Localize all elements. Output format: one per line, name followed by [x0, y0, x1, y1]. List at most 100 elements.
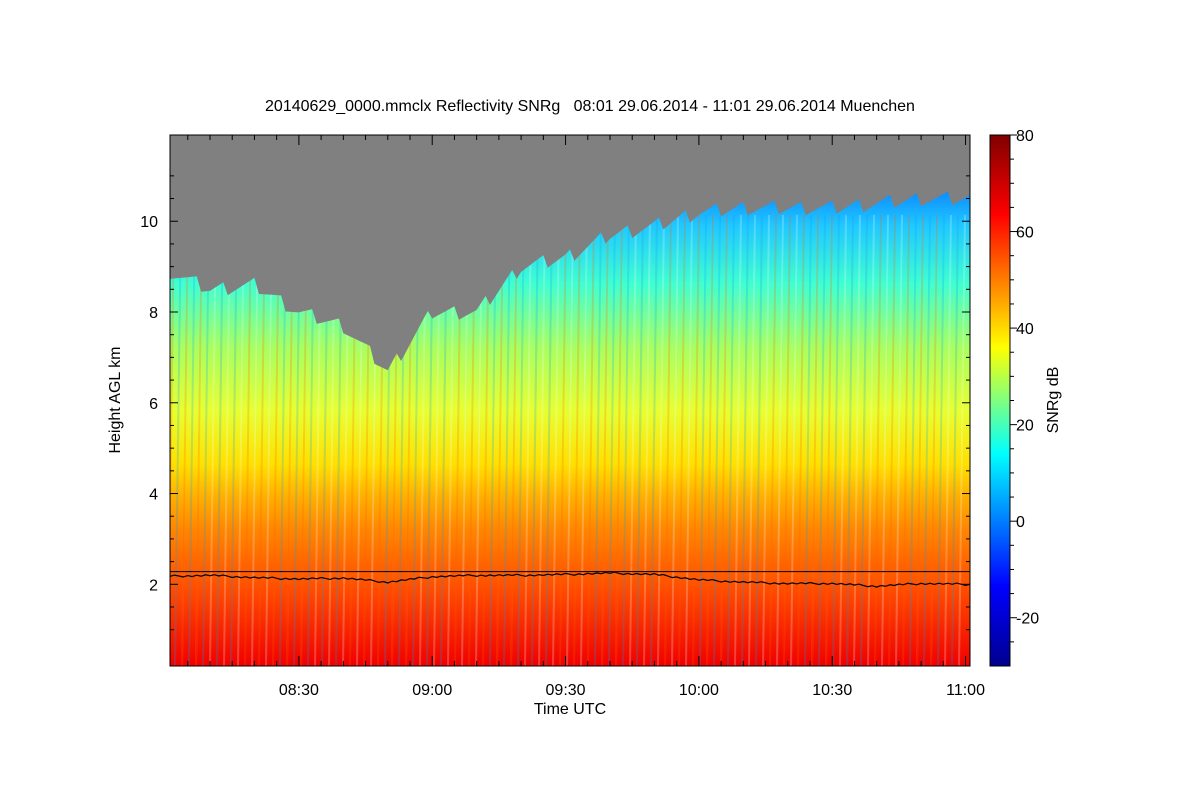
- texture-streak: [678, 214, 686, 666]
- texture-streak: [517, 214, 525, 666]
- texture-streak: [209, 214, 217, 666]
- texture-streak: [853, 214, 861, 666]
- x-tick-label: 10:00: [679, 682, 719, 699]
- texture-streak: [244, 214, 252, 666]
- texture-streak: [741, 214, 749, 666]
- colorbar: [989, 134, 1011, 667]
- texture-streak: [748, 214, 756, 666]
- texture-streak: [937, 214, 945, 666]
- texture-streak: [930, 214, 938, 666]
- texture-streak: [566, 214, 574, 666]
- texture-streak: [510, 214, 518, 666]
- texture-streak: [643, 214, 651, 666]
- texture-streak: [867, 214, 875, 666]
- texture-streak: [538, 214, 546, 666]
- texture-streak: [769, 214, 777, 666]
- chart-title: 20140629_0000.mmclx Reflectivity SNRg 08…: [265, 98, 915, 115]
- texture-streak: [706, 214, 714, 666]
- texture-streak: [545, 214, 553, 666]
- colorbar-tick-label: 80: [1016, 128, 1034, 145]
- texture-streak: [916, 214, 924, 666]
- y-axis-title: Height AGL km: [107, 346, 124, 453]
- texture-streak: [188, 214, 196, 666]
- texture-streak: [237, 214, 245, 666]
- texture-streak: [181, 214, 189, 666]
- colorbar-ticks: -20 0 20 40 60 80: [1010, 128, 1039, 643]
- x-tick-label: 10:30: [812, 682, 852, 699]
- texture-streak: [720, 214, 728, 666]
- texture-streak: [839, 214, 847, 666]
- x-tick-label: 09:00: [412, 682, 452, 699]
- texture-streak: [580, 214, 588, 666]
- texture-streak: [496, 214, 504, 666]
- texture-streak: [951, 214, 959, 666]
- texture-streak: [874, 214, 882, 666]
- texture-streak: [587, 214, 595, 666]
- texture-streak: [790, 214, 798, 666]
- texture-streak: [860, 214, 868, 666]
- texture-streak: [811, 214, 819, 666]
- x-tick-label: 09:30: [546, 682, 586, 699]
- texture-streak: [951, 214, 959, 666]
- colorbar-title: SNRg dB: [1045, 367, 1062, 434]
- x-tick-label: 11:00: [946, 682, 985, 699]
- texture-streak: [650, 214, 658, 666]
- texture-streak: [503, 214, 511, 666]
- texture-streak: [895, 214, 903, 666]
- y-tick-label: 6: [149, 396, 158, 413]
- texture-streak: [174, 214, 182, 666]
- texture-streak: [580, 214, 588, 666]
- texture-streak: [496, 214, 504, 666]
- no-signal-region: [170, 135, 970, 371]
- texture-streak: [216, 214, 224, 666]
- y-tick-label: 8: [149, 305, 158, 322]
- texture-streak: [650, 214, 658, 666]
- texture-streak: [664, 214, 672, 666]
- texture-streak: [958, 214, 966, 666]
- texture-streak: [608, 214, 616, 666]
- y-axis: 2 4 6 8 10: [140, 175, 970, 631]
- texture-streak: [776, 214, 784, 666]
- texture-streak: [825, 214, 833, 666]
- texture-streak: [685, 214, 693, 666]
- texture-streak: [615, 214, 623, 666]
- texture-streak: [230, 214, 238, 666]
- texture-streak: [755, 214, 763, 666]
- texture-streak: [671, 214, 679, 666]
- texture-streak: [804, 214, 812, 666]
- texture-streak: [636, 214, 644, 666]
- texture-streak: [797, 214, 805, 666]
- texture-streak: [251, 214, 259, 666]
- texture-streak: [692, 214, 700, 666]
- colorbar-tick-label: 40: [1016, 321, 1034, 338]
- texture-streak: [895, 214, 903, 666]
- texture-streak: [881, 214, 889, 666]
- texture-streak: [552, 214, 560, 666]
- x-axis-title: Time UTC: [534, 701, 606, 718]
- y-tick-label: 10: [140, 214, 158, 231]
- texture-streak: [161, 215, 167, 666]
- x-axis: 08:30 09:00 09:30 10:00 10:30 11:00: [187, 135, 985, 699]
- texture-streak: [629, 214, 637, 666]
- texture-streak: [713, 214, 721, 666]
- texture-streak: [594, 214, 602, 666]
- texture-streak: [881, 214, 889, 666]
- texture-streak: [685, 214, 693, 666]
- texture-streak: [216, 214, 224, 666]
- texture-streak: [601, 214, 609, 666]
- texture-streak: [706, 214, 714, 666]
- texture-streak: [734, 214, 742, 666]
- texture-streak: [601, 214, 609, 666]
- texture-streak: [181, 214, 189, 666]
- texture-streak: [811, 214, 819, 666]
- texture-streak: [657, 214, 665, 666]
- texture-streak: [559, 214, 567, 666]
- texture-streak: [699, 214, 707, 666]
- texture-streak: [545, 214, 553, 666]
- texture-streak: [671, 214, 679, 666]
- colorbar-tick-label: 0: [1016, 514, 1025, 531]
- texture-streak: [636, 214, 644, 666]
- texture-streak: [790, 214, 798, 666]
- texture-streak: [566, 214, 574, 666]
